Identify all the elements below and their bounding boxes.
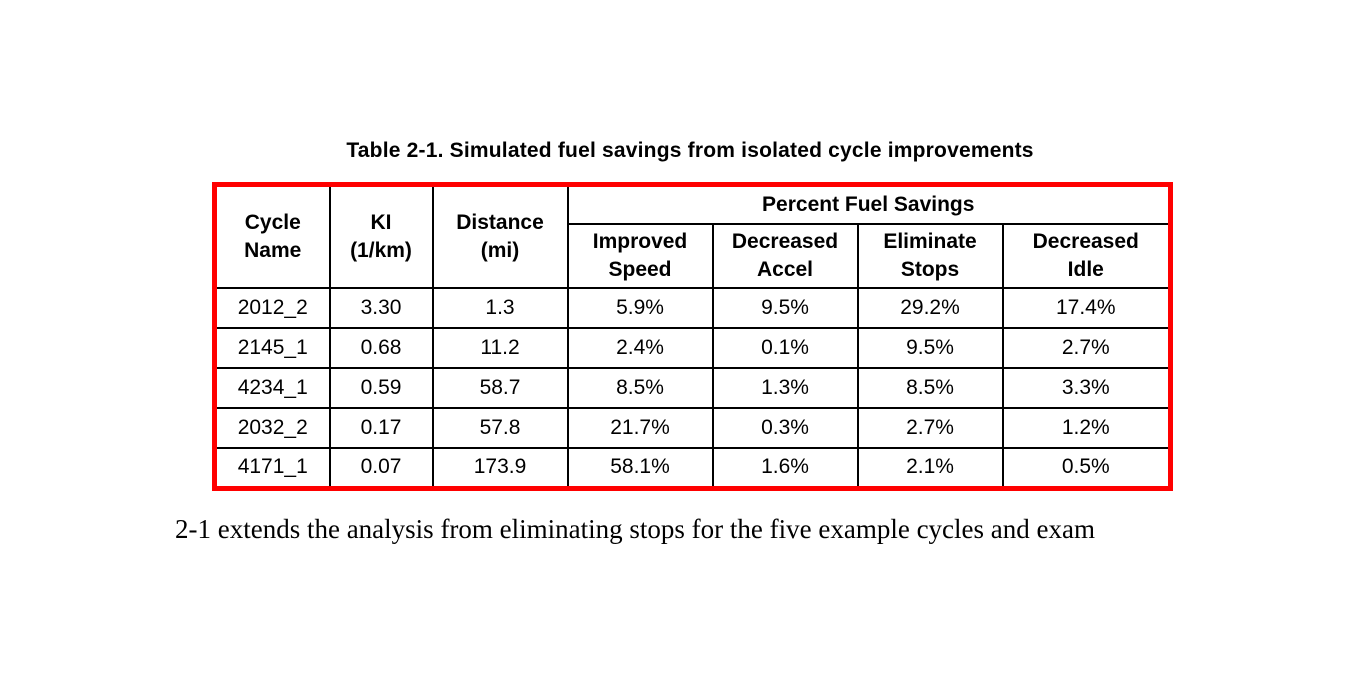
cell-cycle-name: 2032_2 [213, 407, 331, 449]
table-row: 4234_1 0.59 58.7 8.5% 1.3% 8.5% 3.3% [213, 367, 1172, 409]
cell-eliminate-stops: 2.7% [856, 407, 1004, 449]
cell-cycle-name: 2012_2 [213, 287, 331, 329]
column-header-cycle-name: Cycle Name [213, 183, 331, 289]
cell-cycle-name: 4171_1 [213, 447, 331, 489]
cell-decreased-idle: 1.2% [1001, 407, 1172, 449]
table-header-row-2: Improved Speed Decreased Accel Eliminate… [215, 223, 1172, 289]
table-row: 2012_2 3.30 1.3 5.9% 9.5% 29.2% 17.4% [213, 287, 1172, 329]
cell-decreased-accel: 1.3% [711, 367, 859, 409]
body-paragraph: 2-1 extends the analysis from eliminatin… [175, 514, 1095, 544]
cell-decreased-idle: 2.7% [1001, 327, 1172, 369]
cell-decreased-accel: 0.3% [711, 407, 859, 449]
cell-decreased-accel: 0.1% [711, 327, 859, 369]
cell-ki: 0.07 [328, 447, 434, 489]
column-header-ki: KI (1/km) [328, 183, 434, 289]
column-header-improved-speed: Improved Speed [566, 223, 714, 289]
cell-distance: 11.2 [431, 327, 569, 369]
table-row: 4171_1 0.07 173.9 58.1% 1.6% 2.1% 0.5% [213, 447, 1172, 489]
cell-distance: 57.8 [431, 407, 569, 449]
cell-ki: 3.30 [328, 287, 434, 329]
cell-decreased-accel: 1.6% [711, 447, 859, 489]
cell-cycle-name: 2145_1 [213, 327, 331, 369]
cell-improved-speed: 21.7% [566, 407, 714, 449]
cell-distance: 173.9 [431, 447, 569, 489]
cell-decreased-idle: 17.4% [1001, 287, 1172, 329]
cell-improved-speed: 5.9% [566, 287, 714, 329]
cell-eliminate-stops: 9.5% [856, 327, 1004, 369]
cell-distance: 58.7 [431, 367, 569, 409]
table-row: 2032_2 0.17 57.8 21.7% 0.3% 2.7% 1.2% [213, 407, 1172, 449]
cell-distance: 1.3 [431, 287, 569, 329]
fuel-savings-table: Cycle Name KI (1/km) Distance (mi) Perce… [212, 182, 1173, 491]
cell-decreased-idle: 3.3% [1001, 367, 1172, 409]
table-row: 2145_1 0.68 11.2 2.4% 0.1% 9.5% 2.7% [213, 327, 1172, 369]
table-header-row-1: Cycle Name KI (1/km) Distance (mi) Perce… [213, 183, 1172, 289]
cell-improved-speed: 58.1% [566, 447, 714, 489]
cell-decreased-accel: 9.5% [711, 287, 859, 329]
cell-improved-speed: 2.4% [566, 327, 714, 369]
cell-eliminate-stops: 2.1% [856, 447, 1004, 489]
cell-ki: 0.68 [328, 327, 434, 369]
column-header-decreased-accel: Decreased Accel [711, 223, 859, 289]
cell-eliminate-stops: 29.2% [856, 287, 1004, 329]
column-header-eliminate-stops: Eliminate Stops [856, 223, 1004, 289]
table-caption: Table 2-1. Simulated fuel savings from i… [346, 139, 1034, 162]
cell-eliminate-stops: 8.5% [856, 367, 1004, 409]
cell-cycle-name: 4234_1 [213, 367, 331, 409]
cell-ki: 0.59 [328, 367, 434, 409]
column-header-percent-fuel-savings: Percent Fuel Savings [566, 183, 1172, 225]
cell-decreased-idle: 0.5% [1001, 447, 1172, 489]
column-header-decreased-idle: Decreased Idle [1001, 223, 1172, 289]
cell-improved-speed: 8.5% [566, 367, 714, 409]
column-header-distance: Distance (mi) [431, 183, 569, 289]
cell-ki: 0.17 [328, 407, 434, 449]
